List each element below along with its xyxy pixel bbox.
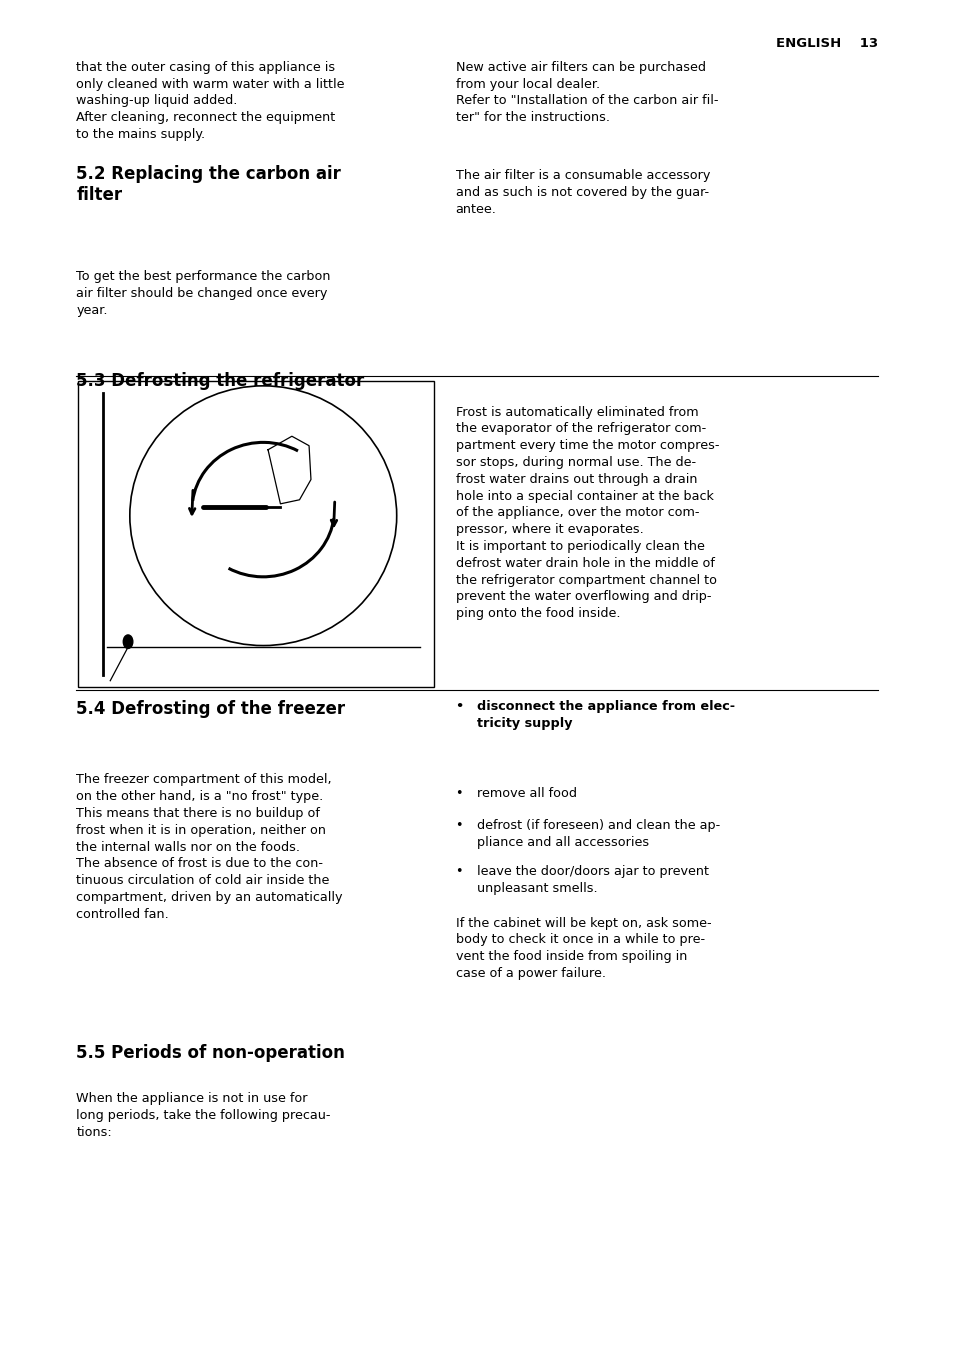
Text: 5.2 Replacing the carbon air
filter: 5.2 Replacing the carbon air filter bbox=[76, 165, 341, 204]
Text: ENGLISH    13: ENGLISH 13 bbox=[775, 37, 877, 50]
Text: •: • bbox=[455, 819, 462, 833]
Ellipse shape bbox=[130, 385, 396, 645]
Text: leave the door/doors ajar to prevent
unpleasant smells.: leave the door/doors ajar to prevent unp… bbox=[476, 865, 708, 895]
Text: The freezer compartment of this model,
on the other hand, is a "no frost" type.
: The freezer compartment of this model, o… bbox=[76, 773, 342, 921]
Text: that the outer casing of this appliance is
only cleaned with warm water with a l: that the outer casing of this appliance … bbox=[76, 61, 344, 141]
Bar bbox=[78, 381, 434, 687]
Text: When the appliance is not in use for
long periods, take the following precau-
ti: When the appliance is not in use for lon… bbox=[76, 1092, 331, 1138]
Text: •: • bbox=[455, 787, 462, 800]
Text: To get the best performance the carbon
air filter should be changed once every
y: To get the best performance the carbon a… bbox=[76, 270, 331, 316]
Text: New active air filters can be purchased
from your local dealer.
Refer to "Instal: New active air filters can be purchased … bbox=[455, 61, 718, 124]
Text: defrost (if foreseen) and clean the ap-
pliance and all accessories: defrost (if foreseen) and clean the ap- … bbox=[476, 819, 719, 849]
Text: disconnect the appliance from elec-
tricity supply: disconnect the appliance from elec- tric… bbox=[476, 700, 734, 730]
Text: The air filter is a consumable accessory
and as such is not covered by the guar-: The air filter is a consumable accessory… bbox=[455, 169, 709, 215]
Circle shape bbox=[123, 635, 132, 649]
Text: 5.3 Defrosting the refrigerator: 5.3 Defrosting the refrigerator bbox=[76, 372, 364, 389]
Text: •: • bbox=[455, 700, 463, 714]
Text: 5.4 Defrosting of the freezer: 5.4 Defrosting of the freezer bbox=[76, 700, 345, 718]
Text: •: • bbox=[455, 865, 462, 879]
Text: If the cabinet will be kept on, ask some-
body to check it once in a while to pr: If the cabinet will be kept on, ask some… bbox=[455, 917, 710, 980]
Text: Frost is automatically eliminated from
the evaporator of the refrigerator com-
p: Frost is automatically eliminated from t… bbox=[455, 406, 719, 621]
Text: 5.5 Periods of non-operation: 5.5 Periods of non-operation bbox=[76, 1044, 345, 1061]
Text: remove all food: remove all food bbox=[476, 787, 576, 800]
